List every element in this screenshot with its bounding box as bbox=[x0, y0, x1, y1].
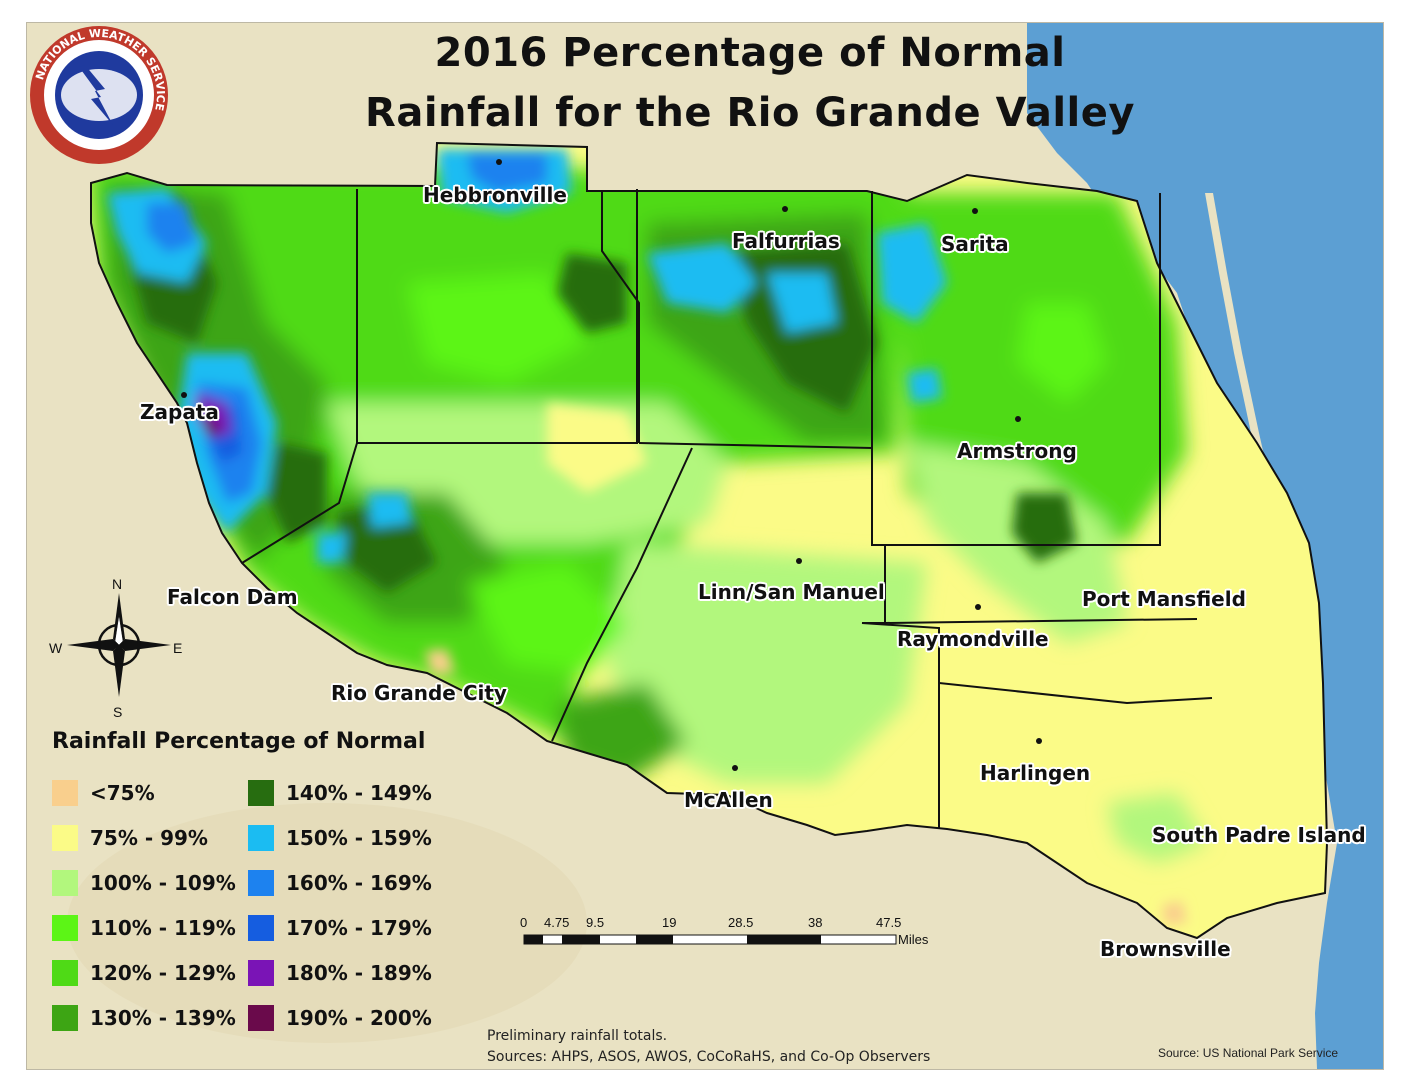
city-label-port-mansfield: Port Mansfield bbox=[1082, 587, 1246, 611]
legend-swatch bbox=[52, 780, 78, 806]
source-credit: Source: US National Park Service bbox=[1158, 1046, 1339, 1060]
legend-swatch bbox=[248, 825, 274, 851]
city-dot-raymondville bbox=[975, 604, 981, 610]
scale-tick: 47.5 bbox=[876, 915, 902, 930]
legend-item: 140% - 149% bbox=[248, 778, 432, 808]
city-label-falcon-dam: Falcon Dam bbox=[167, 585, 298, 609]
scale-tick: 4.75 bbox=[544, 915, 570, 930]
legend-title: Rainfall Percentage of Normal bbox=[52, 729, 426, 754]
map-title-line1: 2016 Percentage of Normal bbox=[434, 30, 1066, 76]
city-dot-harlingen bbox=[1036, 738, 1042, 744]
legend-label: 110% - 119% bbox=[90, 916, 236, 940]
city-label-sarita: Sarita bbox=[941, 232, 1009, 256]
legend-swatch bbox=[52, 1005, 78, 1031]
county-boundaries bbox=[241, 186, 1213, 829]
svg-text:NATIONAL WEATHER SERVICE: NATIONAL WEATHER SERVICE bbox=[33, 29, 165, 112]
legend-label: 190% - 200% bbox=[286, 1006, 432, 1030]
logo-text: NATIONAL WEATHER SERVICE bbox=[33, 29, 165, 112]
legend-swatch bbox=[52, 870, 78, 896]
legend-item: 190% - 200% bbox=[248, 1003, 432, 1033]
city-label-linn-san-manuel: Linn/San Manuel bbox=[698, 580, 885, 604]
city-label-rio-grande-city: Rio Grande City bbox=[331, 681, 507, 705]
legend-item: 130% - 139% bbox=[52, 1003, 236, 1033]
city-dot-falfurrias bbox=[782, 206, 788, 212]
legend-item: 120% - 129% bbox=[52, 958, 236, 988]
city-label-brownsville: Brownsville bbox=[1100, 937, 1231, 961]
scale-tick: 28.5 bbox=[728, 915, 754, 930]
legend-swatch bbox=[248, 870, 274, 896]
legend-label: 130% - 139% bbox=[90, 1006, 236, 1030]
legend-swatch bbox=[248, 1005, 274, 1031]
legend-label: 160% - 169% bbox=[286, 871, 432, 895]
legend-label: 100% - 109% bbox=[90, 871, 236, 895]
legend-item: 180% - 189% bbox=[248, 958, 432, 988]
city-label-zapata: Zapata bbox=[140, 400, 219, 424]
nws-logo bbox=[30, 26, 168, 164]
legend-label: <75% bbox=[90, 781, 155, 805]
compass-south: S bbox=[113, 704, 123, 720]
compass-east: E bbox=[173, 640, 183, 656]
legend-item: 100% - 109% bbox=[52, 868, 236, 898]
compass-north: N bbox=[112, 576, 123, 592]
legend-label: 120% - 129% bbox=[90, 961, 236, 985]
legend-label: 140% - 149% bbox=[286, 781, 432, 805]
legend-item: 160% - 169% bbox=[248, 868, 432, 898]
legend-swatch bbox=[248, 960, 274, 986]
scale-bar bbox=[523, 934, 897, 945]
scale-tick: 9.5 bbox=[586, 915, 605, 930]
note-sources: Sources: AHPS, ASOS, AWOS, CoCoRaHS, and… bbox=[487, 1049, 931, 1065]
city-dot-linn-san-manuel bbox=[796, 558, 802, 564]
legend-item: 170% - 179% bbox=[248, 913, 432, 943]
city-label-mcallen: McAllen bbox=[684, 788, 773, 812]
compass-rose bbox=[67, 593, 171, 697]
legend-item: 110% - 119% bbox=[52, 913, 236, 943]
legend-label: 180% - 189% bbox=[286, 961, 432, 985]
legend-item: 150% - 159% bbox=[248, 823, 432, 853]
city-dot-mcallen bbox=[732, 765, 738, 771]
city-label-south-padre-island: South Padre Island bbox=[1152, 823, 1366, 847]
legend-item: 75% - 99% bbox=[52, 823, 208, 853]
city-label-falfurrias: Falfurrias bbox=[732, 229, 840, 253]
city-dot-hebbronville bbox=[496, 159, 502, 165]
legend-label: 150% - 159% bbox=[286, 826, 432, 850]
map-title-line2: Rainfall for the Rio Grande Valley bbox=[365, 90, 1135, 136]
city-dot-armstrong bbox=[1015, 416, 1021, 422]
legend-swatch bbox=[52, 825, 78, 851]
note-preliminary: Preliminary rainfall totals. bbox=[487, 1028, 668, 1044]
legend-item: <75% bbox=[52, 778, 155, 808]
gulf-water bbox=[1027, 23, 1383, 1069]
region-outline bbox=[90, 141, 1329, 940]
logo-text-ring: NATIONAL WEATHER SERVICE bbox=[33, 29, 165, 112]
city-label-raymondville: Raymondville bbox=[897, 627, 1049, 651]
city-label-harlingen: Harlingen bbox=[980, 761, 1091, 785]
scale-tick: 0 bbox=[520, 915, 528, 930]
city-label-armstrong: Armstrong bbox=[957, 439, 1077, 463]
compass-west: W bbox=[49, 640, 63, 656]
scale-tick: 38 bbox=[808, 915, 823, 930]
city-dot-zapata bbox=[181, 392, 187, 398]
legend-swatch bbox=[248, 780, 274, 806]
city-label-hebbronville: Hebbronville bbox=[423, 183, 567, 207]
terrain-shade bbox=[67, 803, 587, 1043]
scale-unit: Miles bbox=[898, 932, 929, 947]
scale-tick: 19 bbox=[662, 915, 677, 930]
city-dot-sarita bbox=[972, 208, 978, 214]
legend-swatch bbox=[52, 960, 78, 986]
legend-swatch bbox=[248, 915, 274, 941]
legend-label: 75% - 99% bbox=[90, 826, 208, 850]
legend-label: 170% - 179% bbox=[286, 916, 432, 940]
legend-swatch bbox=[52, 915, 78, 941]
